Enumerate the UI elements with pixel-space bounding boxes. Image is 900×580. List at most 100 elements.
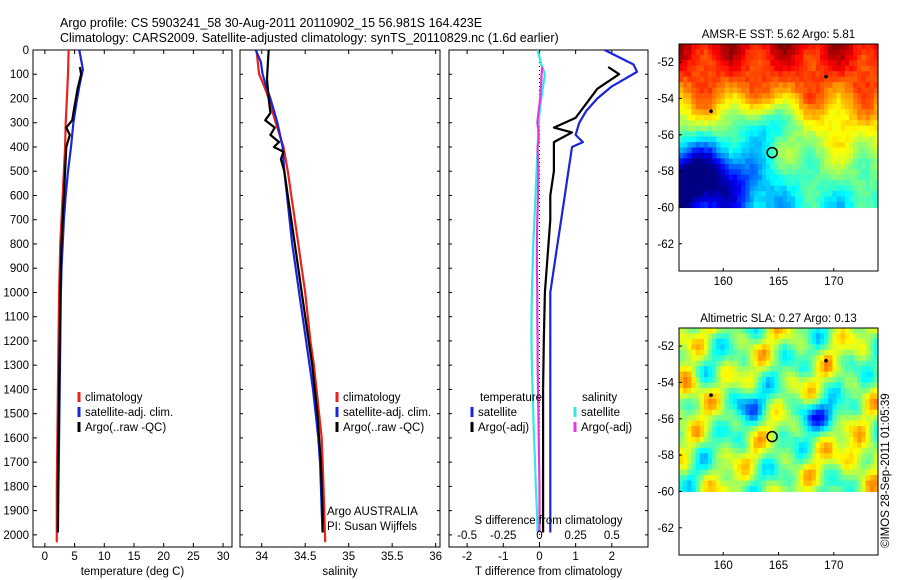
heatmap-cell <box>716 201 722 209</box>
heatmap-cell <box>786 158 792 165</box>
heatmap-cell <box>790 377 796 384</box>
heatmap-cell <box>844 185 850 192</box>
heatmap-cell <box>703 82 709 89</box>
heatmap-cell <box>687 458 693 465</box>
heatmap-cell <box>786 464 792 471</box>
heatmap-cell <box>807 136 813 143</box>
heatmap-cell <box>691 426 697 433</box>
heatmap-cell <box>828 469 833 476</box>
heatmap-cell <box>749 453 755 460</box>
heatmap-cell <box>828 158 833 165</box>
heatmap-cell <box>683 125 688 132</box>
heatmap-cell <box>799 120 804 127</box>
heatmap-cell <box>840 349 846 356</box>
heatmap-cell <box>836 71 842 78</box>
heatmap-cell <box>724 349 730 356</box>
heatmap-cell <box>790 458 796 465</box>
heatmap-cell <box>836 338 842 345</box>
heatmap-cell <box>857 458 863 465</box>
heatmap-cell <box>699 469 705 476</box>
heatmap-cell <box>720 420 726 427</box>
heatmap-cell <box>691 60 697 67</box>
heatmap-cell <box>844 426 850 433</box>
heatmap-cell <box>844 333 850 340</box>
heatmap-cell <box>687 431 693 438</box>
series-line-temperature-argo-adj <box>541 66 621 533</box>
heatmap-cell <box>782 475 788 482</box>
heatmap-cell <box>807 436 813 444</box>
heatmap-cell <box>840 131 846 138</box>
heatmap-cell <box>745 120 751 127</box>
heatmap-cell <box>749 44 755 51</box>
heatmap-cell <box>778 180 784 187</box>
heatmap-cell <box>795 360 800 367</box>
heatmap-cell <box>687 469 693 476</box>
heatmap-cell <box>828 409 833 416</box>
heatmap-cell <box>691 136 697 143</box>
heatmap-cell <box>832 377 838 384</box>
heatmap-cell <box>753 333 759 340</box>
heatmap-cell <box>712 174 717 181</box>
x-tick-label: 20 <box>157 551 170 563</box>
heatmap-cell <box>708 453 713 460</box>
heatmap-cell <box>712 409 717 416</box>
heatmap-cell <box>844 447 850 454</box>
heatmap-cell <box>716 114 722 121</box>
heatmap-cell <box>865 82 871 89</box>
heatmap-cell <box>716 120 722 127</box>
heatmap-cell <box>857 54 863 61</box>
heatmap-cell <box>745 158 751 165</box>
heatmap-cell <box>691 44 697 51</box>
heatmap-cell <box>807 431 813 438</box>
heatmap-cell <box>824 60 829 67</box>
heatmap-cell <box>766 49 771 56</box>
heatmap-cell <box>836 404 842 411</box>
heatmap-cells <box>679 328 879 493</box>
heatmap-cell <box>732 114 738 121</box>
heatmap-cell <box>778 442 784 449</box>
heatmap-cell <box>741 436 746 444</box>
heatmap-cell <box>840 93 846 100</box>
heatmap-cell <box>778 174 784 181</box>
heatmap-cell <box>807 344 813 351</box>
heatmap-cell <box>753 382 759 389</box>
heatmap-cell <box>873 201 879 209</box>
x-tick-label: 30 <box>217 551 230 563</box>
heatmap-cell <box>865 142 871 149</box>
heatmap-cell <box>832 174 838 181</box>
heatmap-cell <box>732 131 738 138</box>
heatmap-cell <box>865 328 871 335</box>
heatmap-cell <box>778 475 784 482</box>
heatmap-cell <box>844 125 850 132</box>
heatmap-cell <box>757 136 763 143</box>
heatmap-cell <box>728 44 734 51</box>
heatmap-cell <box>712 71 717 78</box>
heatmap-cell <box>770 355 775 362</box>
heatmap-cell <box>795 142 800 149</box>
heatmap-cell <box>865 196 871 203</box>
heatmap-cell <box>708 398 713 405</box>
heatmap-cell <box>732 98 738 105</box>
heatmap-cell <box>683 169 688 176</box>
heatmap-cell <box>724 71 730 78</box>
heatmap-cell <box>869 142 875 149</box>
heatmap-cell <box>853 360 858 367</box>
heatmap-cell <box>795 65 800 72</box>
heatmap-cell <box>770 398 775 405</box>
heatmap-cell <box>815 125 821 132</box>
heatmap-cell <box>803 469 809 476</box>
heatmap-cell <box>737 480 742 487</box>
heatmap-cell <box>683 377 688 384</box>
heatmap-cell <box>782 453 788 460</box>
heatmap-cell <box>828 377 833 384</box>
heatmap-cell <box>815 93 821 100</box>
heatmap-cell <box>786 409 792 416</box>
heatmap-cell <box>741 415 746 422</box>
heatmap-cell <box>865 382 871 389</box>
heatmap-cell <box>757 442 763 449</box>
heatmap-cell <box>761 393 767 400</box>
heatmap-cell <box>786 82 792 89</box>
heatmap-cell <box>774 142 780 149</box>
heatmap-cell <box>732 398 738 405</box>
heatmap-cell <box>815 431 821 438</box>
